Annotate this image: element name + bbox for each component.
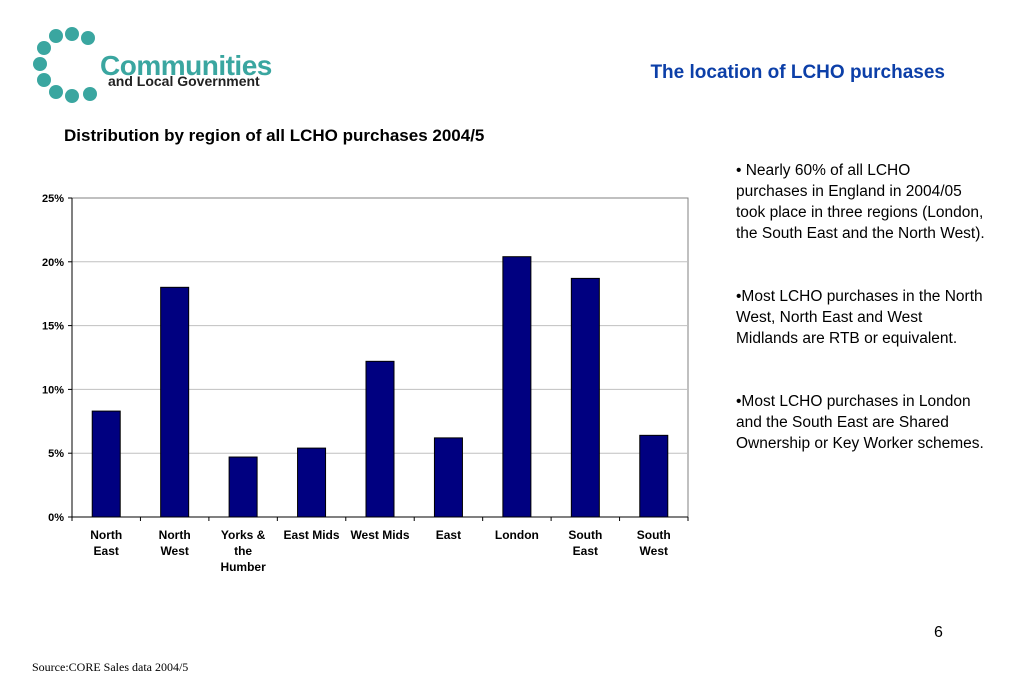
x-tick-label: East <box>436 528 461 542</box>
bar <box>502 256 532 518</box>
bar <box>365 360 395 518</box>
logo: Communities <box>28 24 272 108</box>
bar <box>91 410 121 518</box>
x-tick-label: North <box>159 528 191 542</box>
x-tick-label: South <box>568 528 602 542</box>
y-tick-label: 25% <box>42 193 64 205</box>
bar <box>570 277 600 518</box>
slide-title: The location of LCHO purchases <box>650 62 945 83</box>
x-tick-label: West Mids <box>350 528 409 542</box>
bullet-item: •Most LCHO purchases in the North West, … <box>736 288 983 347</box>
x-tick-label: West <box>640 544 668 558</box>
x-tick-label: West <box>160 544 188 558</box>
x-tick-label: Yorks & <box>221 528 266 542</box>
bar <box>639 434 669 518</box>
logo-text: Communities <box>100 50 272 81</box>
x-tick-label: East <box>573 544 598 558</box>
logo-dots-icon <box>33 27 97 103</box>
x-tick-label: the <box>234 544 252 558</box>
bullet-list: • Nearly 60% of all LCHO purchases in En… <box>736 160 986 496</box>
bullet-item: •Most LCHO purchases in London and the S… <box>736 393 984 452</box>
y-tick-label: 20% <box>42 257 64 269</box>
page-number: 6 <box>934 624 943 641</box>
x-tick-label: East <box>94 544 119 558</box>
bar <box>160 286 190 518</box>
y-tick-label: 0% <box>48 512 64 524</box>
bar <box>433 437 463 518</box>
y-tick-label: 15% <box>42 321 64 333</box>
x-tick-label: Humber <box>220 560 266 574</box>
bar <box>297 447 327 518</box>
x-tick-label: London <box>495 528 539 542</box>
logo-subtext: and Local Government <box>108 73 260 89</box>
x-tick-label: South <box>637 528 671 542</box>
chart-title: Distribution by region of all LCHO purch… <box>64 126 485 145</box>
y-tick-label: 10% <box>42 384 64 396</box>
source-note: Source:CORE Sales data 2004/5 <box>32 660 189 674</box>
x-tick-label: North <box>90 528 122 542</box>
bar <box>228 456 258 518</box>
bullet-item: • Nearly 60% of all LCHO purchases in En… <box>736 162 985 242</box>
x-tick-label: East Mids <box>284 528 340 542</box>
y-tick-label: 5% <box>48 448 64 460</box>
